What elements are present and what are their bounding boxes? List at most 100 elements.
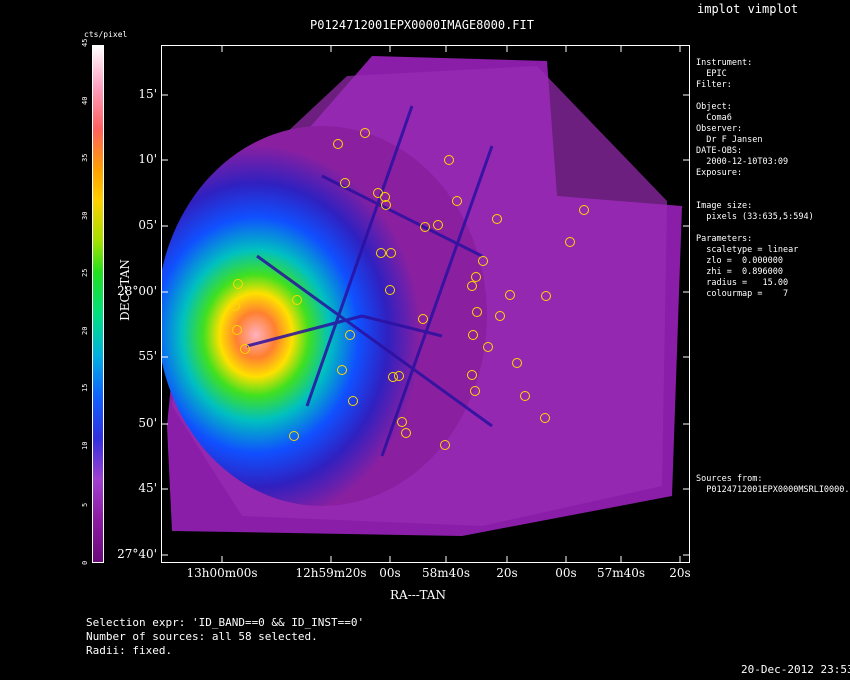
source-marker [385,285,395,295]
source-marker [471,272,481,282]
x-tick-label: 00s [379,566,401,580]
info-line [696,91,850,102]
y-tick-label: 28°00' [117,284,157,298]
x-tick-label: 58m40s [421,566,471,580]
y-tick-label: 55' [138,349,157,363]
chip-gaps [246,105,494,457]
image-frame [161,45,690,563]
timestamp: 20-Dec-2012 23:53 [741,663,850,676]
y-tick-label: 15' [138,87,157,101]
info-line: 2000-12-10T03:09 [696,157,789,167]
axis-ticks [162,46,689,562]
app-title: implot vimplot [697,2,799,16]
source-marker [376,248,386,258]
source-markers [230,128,589,450]
info-line: DATE-OBS: [696,146,743,156]
info-line: Parameters: [696,234,753,244]
info-line: Coma6 [696,113,732,123]
source-marker [418,314,428,324]
info-line: Instrument: [696,58,753,68]
colorbar-tick-label: 45 [81,38,89,47]
source-marker [380,192,390,202]
source-marker [440,440,450,450]
info-panel: Instrument: EPIC Filter: Object: Coma6 Obs… [696,58,850,496]
info-line: Image size: [696,201,753,211]
source-marker [337,365,347,375]
source-marker [472,307,482,317]
xray-image [162,46,689,562]
x-tick-label: 12h59m20s [295,566,367,580]
x-tick-label: 57m40s [596,566,646,580]
info-line: pixels (33:635,5:594) [696,212,814,222]
source-marker [467,281,477,291]
info-line: zhi = 0.896000 [696,267,783,277]
info-line: Dr F Jansen [696,135,763,145]
info-line: Exposure: [696,168,743,178]
source-marker [232,325,242,335]
info-line: Object: [696,102,732,112]
info-line: radius = 15.00 [696,278,789,288]
colorbar-tick-label: 10 [81,441,89,450]
source-marker [452,196,462,206]
colorbar [92,45,104,563]
info-lines: Instrument: EPIC Filter: Object: Coma6 Obs… [696,58,850,300]
y-tick-label: 50' [138,416,157,430]
radii-mode: Radii: fixed. [86,644,173,657]
source-marker [483,342,493,352]
source-marker [397,417,407,427]
info-line: scaletype = linear [696,245,799,255]
source-marker [348,396,358,406]
source-marker [230,301,240,311]
x-axis-title: RA---TAN [390,588,446,602]
x-tick-label: 20s [496,566,518,580]
colorbar-tick-label: 0 [81,560,89,565]
plot-title: P0124712001EPX0000IMAGE8000.FIT [310,18,534,32]
selection-panel: Selection expr: 'ID_BAND==0 && ID_INST==… [86,616,364,658]
source-marker [492,214,502,224]
source-marker [345,330,355,340]
source-marker [540,413,550,423]
source-marker [340,178,350,188]
source-marker [579,205,589,215]
colorbar-units: cts/pixel [84,30,128,39]
source-marker [468,330,478,340]
source-marker [433,220,443,230]
colorbar-tick-label: 15 [81,383,89,393]
source-marker [420,222,430,232]
y-tick-label: 05' [138,218,157,232]
info-line [696,223,850,234]
source-marker [520,391,530,401]
source-marker [386,248,396,258]
info-line: EPIC [696,69,727,79]
source-marker [240,344,250,354]
x-tick-label: 13h00m00s [186,566,258,580]
info-line: zlo = 0.000000 [696,256,783,266]
source-marker [444,155,454,165]
colorbar-tick-label: 5 [81,503,89,508]
source-marker [470,386,480,396]
y-tick-label: 10' [138,152,157,166]
x-tick-label: 20s [669,566,691,580]
sources-label: Sources from: [696,474,763,484]
source-marker [394,371,404,381]
source-marker [505,290,515,300]
info-line [696,190,850,201]
source-marker [292,295,302,305]
info-line: Filter: [696,80,732,90]
source-marker [333,139,343,149]
source-marker [289,431,299,441]
source-marker [467,370,477,380]
source-marker [401,428,411,438]
source-marker [388,372,398,382]
source-marker [512,358,522,368]
x-tick-label: 00s [555,566,577,580]
y-tick-label: 27°40' [117,547,157,561]
colorbar-tick-label: 35 [81,153,89,163]
info-line: Observer: [696,124,743,134]
colorbar-tick-label: 30 [81,211,89,220]
selection-expr: Selection expr: 'ID_BAND==0 && ID_INST==… [86,616,365,629]
sources-file: P0124712001EPX0000MSRLI0000.FIT [696,485,850,495]
colorbar-tick-label: 25 [81,268,89,278]
info-line [696,179,850,190]
y-tick-label: 45' [138,481,157,495]
